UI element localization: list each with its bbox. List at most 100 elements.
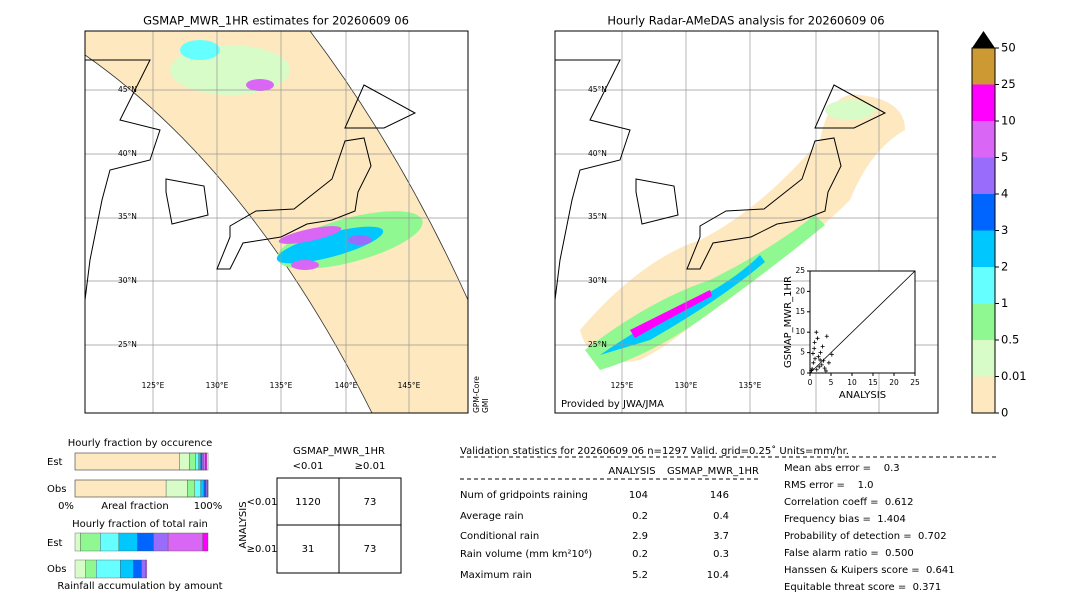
cell: 31 — [302, 544, 315, 555]
fraction-segment — [141, 559, 146, 579]
fraction-bars — [74, 452, 209, 579]
y-tick-label: 0 — [800, 368, 805, 377]
lon-label: 140°E — [335, 381, 358, 390]
map-title: Hourly Radar-AMeDAS analysis for 2026060… — [607, 14, 884, 28]
colorbar-extend — [972, 31, 995, 48]
lon-label: 130°E — [675, 381, 698, 390]
scatter: 0 5 10 15 20 25 0 5 10 15 20 25 ANALYSIS GSMAP_MWR_1H… — [783, 266, 920, 401]
y-tick-label: 10 — [795, 327, 805, 336]
stat-value: 10.4 — [707, 570, 729, 581]
lon-label: 145°E — [398, 381, 421, 390]
y-tick-label: 25 — [795, 266, 805, 275]
x-tick-label: 0 — [808, 378, 813, 387]
cell: 73 — [364, 544, 377, 555]
y-tick-label: 15 — [795, 307, 805, 316]
stat-value: 2.9 — [632, 531, 648, 542]
row-axis: ANALYSIS — [238, 501, 249, 548]
colorbar-label: 50 — [1001, 41, 1016, 55]
fraction-segment — [145, 559, 148, 579]
point — [814, 330, 819, 335]
colorbar-label: 10 — [1001, 114, 1016, 128]
row-label: <0.01 — [247, 497, 278, 508]
fraction-segment — [165, 479, 188, 498]
stat-value: 5.2 — [632, 570, 648, 581]
stat-value: 0.2 — [632, 511, 648, 522]
point — [820, 344, 825, 349]
fraction-segment — [85, 559, 97, 579]
x-tick-label: 5 — [829, 378, 834, 387]
point — [810, 351, 815, 356]
x-tick-label: 25 — [910, 378, 920, 387]
lat-label: 45°N — [118, 85, 137, 94]
fraction-title: Hourly fraction by occurence — [68, 438, 212, 449]
table-title: GSMAP_MWR_1HR — [293, 446, 385, 457]
colorbar-segment — [972, 84, 995, 121]
stat-label: Average rain — [460, 511, 524, 522]
point — [822, 366, 827, 371]
credit: Provided by JWA/JMA — [561, 399, 664, 410]
fraction-segment — [179, 452, 190, 471]
stat-value: 0.4 — [713, 511, 729, 522]
colorbar-segment — [972, 303, 995, 340]
score: RMS error = 1.0 — [784, 480, 874, 491]
fraction-segment — [153, 532, 169, 552]
colorbar-segment — [972, 376, 995, 413]
lon-label: 135°E — [739, 381, 762, 390]
map-title: GSMAP_MWR_1HR estimates for 20260609 06 — [143, 14, 409, 28]
point — [818, 350, 823, 355]
stat-label: Conditional rain — [460, 531, 539, 542]
row-label: Est — [47, 538, 63, 549]
fraction-segment — [118, 532, 138, 552]
lat-label: 35°N — [588, 212, 607, 221]
point — [812, 340, 817, 345]
row-label: Est — [47, 457, 63, 468]
x-axis-label: ANALYSIS — [839, 390, 886, 401]
col-label: <0.01 — [293, 461, 324, 472]
lat-label: 35°N — [118, 212, 137, 221]
col-label: ≥0.01 — [355, 461, 386, 472]
fraction-segment — [74, 452, 180, 471]
stat-label: Rain volume (mm km²10⁶) — [460, 549, 592, 560]
fraction-segment — [189, 452, 196, 471]
lon-label: 135°E — [270, 381, 293, 390]
colorbar-label: 2 — [1001, 260, 1008, 274]
colorbar-segment — [972, 157, 995, 194]
x-tick-label: 20 — [889, 378, 899, 387]
stat-value: 3.7 — [713, 531, 729, 542]
fraction-segment — [202, 532, 209, 552]
point — [824, 334, 829, 339]
fraction-segment — [74, 532, 81, 552]
lat-label: 40°N — [118, 149, 137, 158]
lon-label: 125°E — [142, 381, 165, 390]
point — [823, 368, 828, 373]
bar-frame — [74, 452, 209, 471]
stat-value: 0.3 — [713, 549, 729, 560]
fraction-segment — [198, 452, 201, 471]
colorbar-label: 4 — [1001, 187, 1008, 201]
validation-rows: Num of gridpoints raining 104 146 Average r… — [460, 463, 955, 593]
y-tick-label: 20 — [795, 286, 805, 295]
fraction-segment — [194, 479, 201, 498]
side-label: GMI — [481, 399, 490, 414]
stat-label: Maximum rain — [460, 570, 532, 581]
colorbar-label: 25 — [1001, 77, 1016, 91]
colorbar-label: 3 — [1001, 223, 1008, 237]
col-label: ANALYSIS — [608, 466, 655, 477]
lat-label: 30°N — [118, 276, 137, 285]
colorbar: 0 0.01 0.5 1 2 3 4 5 10 25 50 — [971, 31, 1027, 420]
row-label: ≥0.01 — [247, 544, 278, 555]
colorbar-segment — [972, 121, 995, 158]
colorbar-label: 0.5 — [1001, 333, 1019, 347]
fraction-segment — [167, 532, 203, 552]
lat-label: 40°N — [588, 149, 607, 158]
colorbar-segment — [972, 340, 995, 377]
fraction-segment — [74, 479, 167, 498]
cell: 73 — [364, 497, 377, 508]
fraction-segment — [200, 479, 205, 498]
colorbar-segment — [972, 267, 995, 304]
side-label: GPM-Core — [472, 376, 481, 413]
row-label: Obs — [47, 484, 66, 495]
point — [829, 352, 834, 357]
score: Equitable threat score = 0.371 — [784, 582, 941, 593]
